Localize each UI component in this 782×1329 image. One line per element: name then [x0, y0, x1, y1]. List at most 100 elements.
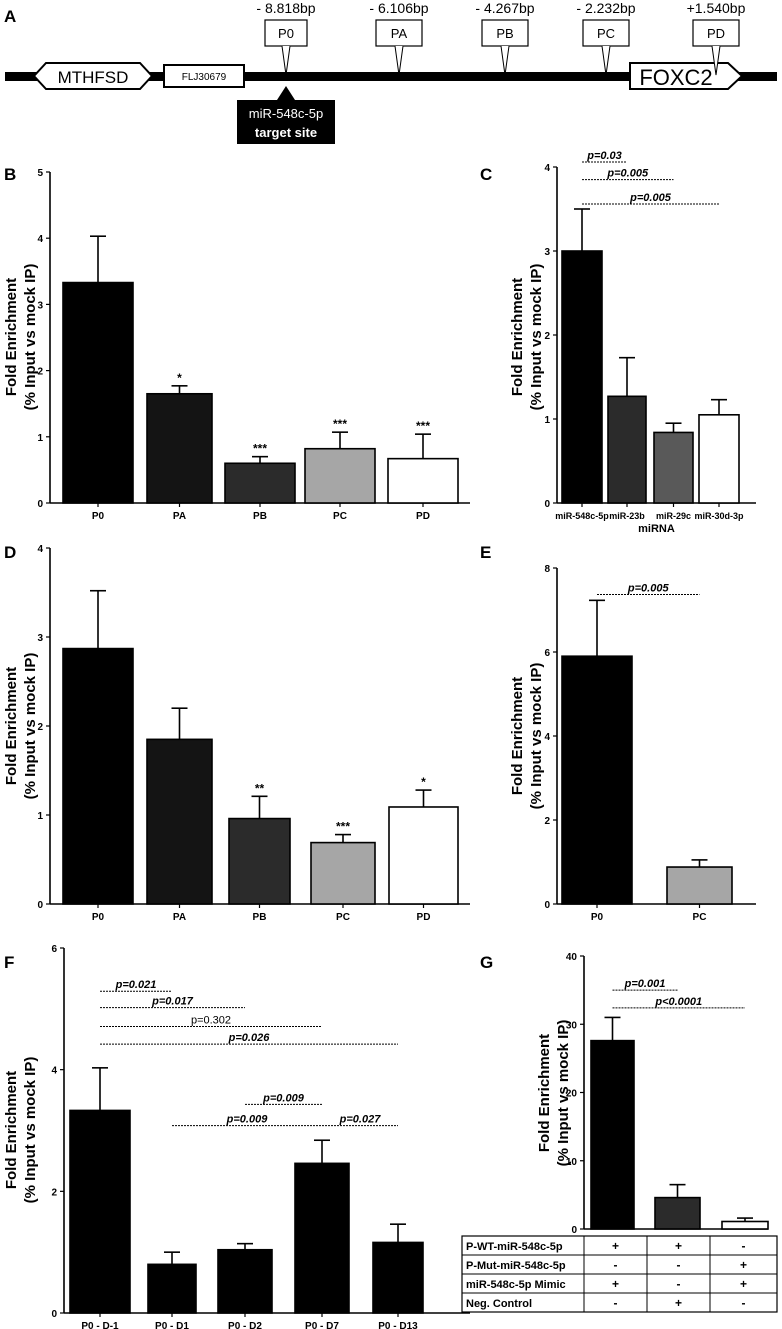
y-axis-label-line2: (% Input vs mock IP)	[528, 663, 545, 810]
p-value-label: p=0.027	[339, 1114, 382, 1126]
foxc2-gene	[629, 62, 744, 90]
y-tick-label: 20	[566, 1089, 578, 1100]
y-tick-label: 1	[37, 811, 43, 822]
p-value-label: p=0.001	[624, 978, 666, 990]
y-tick-label: 0	[544, 900, 550, 911]
bar	[607, 395, 647, 504]
table-row-label: P-WT-miR-548c-5p	[466, 1241, 563, 1253]
y-tick-label: 6	[544, 648, 550, 659]
bar	[721, 1220, 769, 1230]
primer-p0-name: P0	[278, 26, 294, 41]
chart-b: 0 1 2 3 4 5 Fold Enrichment (% Input vs mock IP…	[3, 168, 470, 522]
primer-pd: +1.540bp PD	[687, 0, 746, 76]
x-tick-label: P0 - D1	[155, 1321, 189, 1329]
target-site-box	[237, 100, 335, 144]
p-value-label: p=0.021	[115, 979, 157, 991]
y-tick-label: 30	[566, 1020, 578, 1031]
x-tick-label: PC	[693, 912, 707, 923]
significance-marker: *	[177, 371, 182, 385]
p-value-label: p=0.005	[629, 192, 672, 204]
primer-pc: - 2.232bp PC	[576, 0, 636, 76]
x-tick-label: PC	[336, 912, 350, 923]
y-tick-label: 4	[544, 732, 550, 743]
y-tick-label: 0	[544, 499, 550, 510]
bar	[561, 655, 633, 905]
y-tick-label: 10	[566, 1157, 578, 1168]
primer-pb-pointer	[500, 45, 510, 76]
primer-pa: - 6.106bp PA	[369, 0, 429, 76]
bar	[294, 1162, 350, 1314]
bar	[146, 738, 213, 905]
chart-c: 0 1 2 3 4 Fold Enrichment (% Input vs mock IP)…	[509, 150, 756, 535]
y-axis-label-line2: (% Input vs mock IP)	[555, 1020, 572, 1167]
x-tick-label: P0 - D13	[378, 1321, 418, 1329]
y-axis-label: Fold Enrichment	[3, 667, 20, 785]
bar	[654, 1196, 701, 1230]
y-axis-label-line2: (% Input vs mock IP)	[22, 1057, 39, 1204]
y-axis-label-line2: (% Input vs mock IP)	[528, 264, 545, 411]
bar	[387, 457, 459, 504]
significance-marker: ***	[416, 419, 430, 433]
primer-pb-name: PB	[496, 26, 513, 41]
significance-marker: ***	[253, 442, 267, 456]
panel-letter-g: G	[480, 953, 493, 972]
y-tick-label: 3	[37, 633, 43, 644]
bar	[304, 447, 376, 504]
chart-f: 0 2 4 6 Fold Enrichment (% Input vs mock IP) P…	[3, 944, 470, 1329]
significance-marker: **	[255, 781, 265, 795]
y-tick-label: 2	[37, 722, 43, 733]
y-tick-label: 0	[37, 499, 43, 510]
primer-pa-box	[375, 19, 423, 47]
bar	[666, 866, 733, 905]
bar	[653, 431, 694, 504]
x-tick-label: PA	[173, 511, 186, 522]
table-cell: +	[740, 1258, 747, 1272]
y-axis-label-line2: (% Input vs mock IP)	[22, 264, 39, 411]
y-axis-label: Fold Enrichment	[3, 1071, 20, 1189]
significance-marker: ***	[336, 820, 350, 834]
y-tick-label: 0	[571, 1225, 577, 1236]
bar	[146, 392, 213, 504]
primer-pb-position: - 4.267bp	[475, 0, 534, 16]
p-value-label: p=0.009	[262, 1092, 305, 1104]
x-tick-label: PD	[416, 511, 430, 522]
primer-pc-position: - 2.232bp	[576, 0, 635, 16]
y-tick-label: 4	[37, 234, 43, 245]
x-tick-label: P0 - D2	[228, 1321, 262, 1329]
chart-g: 0 10 20 30 40 Fold Enrichment (% Input vs mock…	[461, 952, 778, 1313]
p-value-label: p=0.009	[226, 1114, 269, 1126]
panel-letter-b: B	[4, 165, 16, 184]
bar	[224, 462, 296, 504]
y-tick-label: 4	[51, 1066, 57, 1077]
y-tick-label: 1	[544, 415, 550, 426]
p-value-label: p=0.03	[586, 150, 622, 162]
bar	[590, 1039, 635, 1230]
target-site-label-line2: target site	[255, 125, 317, 140]
y-tick-label: 8	[544, 564, 550, 575]
y-tick-label: 2	[544, 816, 550, 827]
table-cell: +	[612, 1277, 619, 1291]
y-axis-label-line2: (% Input vs mock IP)	[22, 653, 39, 800]
y-tick-label: 6	[51, 944, 57, 955]
x-tick-label: miR-30d-3p	[694, 511, 744, 521]
chromosome-line	[5, 72, 777, 81]
x-tick-label: miR-23b	[609, 511, 645, 521]
table-cell: -	[677, 1258, 681, 1272]
y-tick-label: 1	[37, 433, 43, 444]
y-tick-label: 5	[37, 168, 43, 179]
bar	[310, 841, 376, 905]
bar	[698, 413, 740, 504]
panel-letter-f: F	[4, 953, 14, 972]
table-row-label: P-Mut-miR-548c-5p	[466, 1260, 566, 1272]
primer-pd-box	[692, 19, 740, 47]
x-axis-label: miRNA	[638, 523, 675, 535]
table-cell: +	[675, 1239, 682, 1253]
flj30679-label: FLJ30679	[182, 72, 227, 83]
x-tick-label: P0	[92, 511, 105, 522]
x-tick-label: P0	[92, 912, 105, 923]
x-tick-label: miR-548c-5p	[555, 511, 609, 521]
y-tick-label: 3	[544, 247, 550, 258]
primer-pd-position: +1.540bp	[687, 0, 746, 16]
